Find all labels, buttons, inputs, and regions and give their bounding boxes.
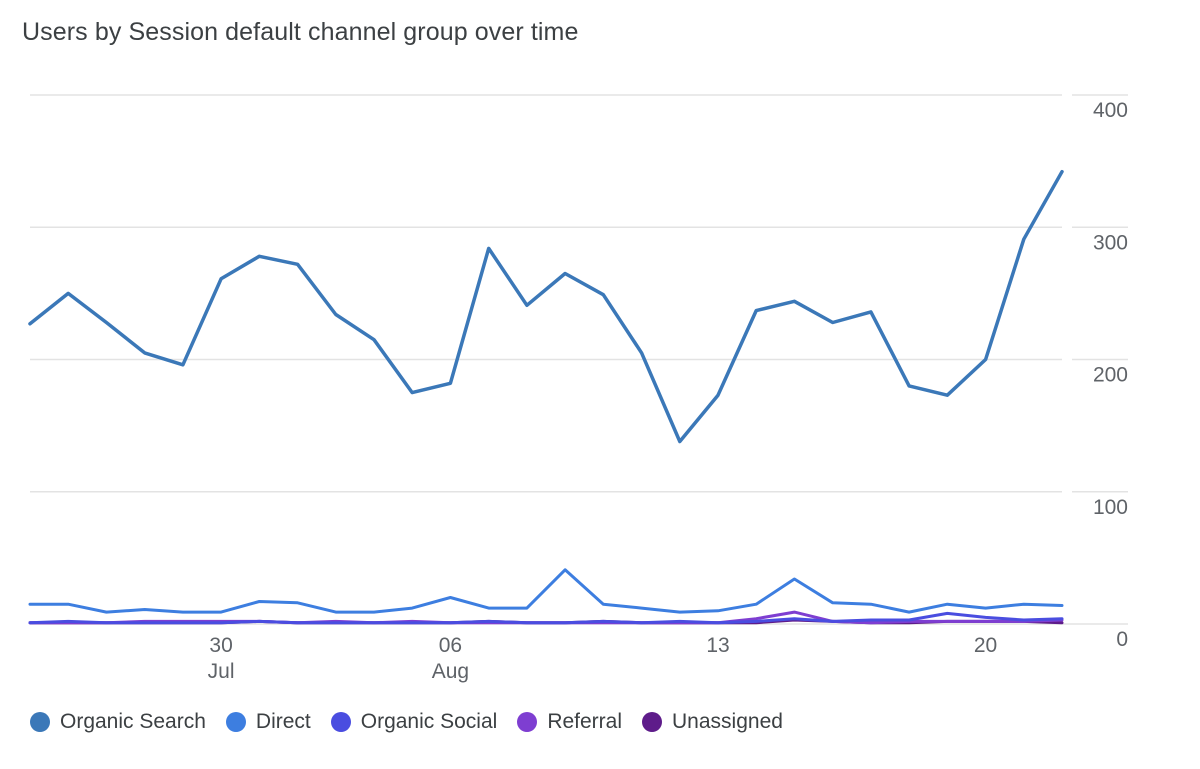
legend-label: Direct [255, 710, 311, 733]
legend-label: Organic Search [60, 710, 206, 733]
x-tick-label-20: 20 [974, 634, 997, 657]
legend-dot-icon [330, 712, 351, 732]
chart-legend: Organic Search Direct Organic Social Referr… [30, 706, 783, 738]
y-tick-label-100: 100 [1093, 496, 1128, 519]
legend-item-referral[interactable]: Referral [517, 710, 622, 734]
legend-item-unassigned[interactable]: Unassigned [642, 710, 783, 734]
legend-dot-icon [225, 712, 246, 732]
legend-label: Referral [547, 710, 623, 733]
legend-label: Unassigned [672, 710, 783, 733]
legend-label: Organic Social [360, 710, 498, 733]
y-tick-label-400: 400 [1093, 99, 1128, 122]
series-line-organic-search [28, 169, 1064, 444]
x-tick-sublabel-jul: Jul [208, 660, 235, 683]
legend-item-direct[interactable]: Direct [225, 710, 311, 734]
x-tick-label-30: 30 [209, 634, 232, 657]
legend-item-organic-social[interactable]: Organic Social [330, 710, 498, 734]
legend-dot-icon [642, 712, 663, 732]
y-tick-label-300: 300 [1093, 231, 1128, 254]
x-tick-sublabel-aug: Aug [432, 660, 469, 683]
legend-item-organic-search[interactable]: Organic Search [30, 710, 206, 734]
y-tick-label-200: 200 [1093, 364, 1128, 387]
chart-title: Users by Session default channel group o… [22, 18, 579, 46]
legend-dot-icon [517, 712, 538, 732]
x-tick-label-06: 06 [439, 634, 462, 657]
x-tick-label-13: 13 [706, 634, 729, 657]
series-line-organic-social [28, 611, 1064, 625]
y-tick-label-0: 0 [1116, 628, 1128, 651]
legend-dot-icon [30, 712, 50, 732]
series-line-direct [28, 568, 1064, 614]
